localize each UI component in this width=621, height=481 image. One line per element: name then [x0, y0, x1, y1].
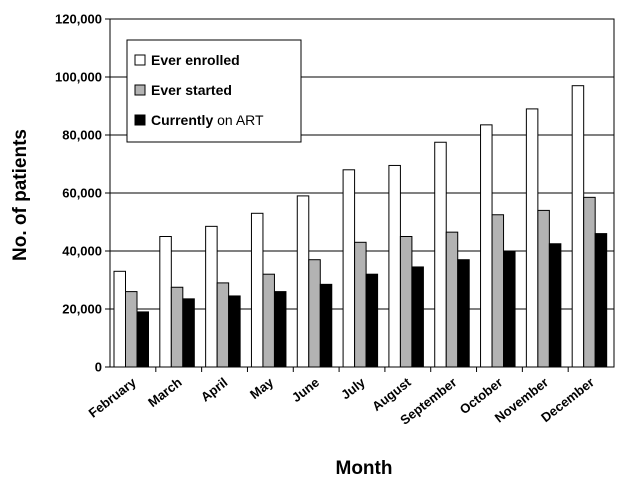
- bar-ever-enrolled: [205, 225, 218, 368]
- legend-label-normal: on ART: [213, 112, 264, 128]
- x-tick-label: February: [86, 374, 140, 421]
- bar-ever-enrolled: [113, 270, 126, 368]
- y-tick-label: 100,000: [55, 70, 102, 85]
- bar-ever-started: [537, 209, 550, 368]
- legend-swatch: [134, 54, 146, 66]
- legend-label: Ever started: [151, 82, 232, 98]
- bar-currently-on-art: [228, 295, 241, 368]
- x-tick-label: July: [338, 374, 368, 402]
- bar-currently-on-art: [273, 291, 287, 368]
- bar-ever-enrolled: [159, 236, 172, 368]
- bar-ever-enrolled: [296, 195, 310, 368]
- legend: Ever enrolled Ever started Currently on AR…: [126, 39, 302, 143]
- legend-label-bold: Ever started: [151, 82, 232, 98]
- bar-ever-enrolled: [250, 212, 264, 368]
- bar-ever-started: [262, 273, 275, 368]
- bar-ever-started: [308, 259, 321, 368]
- bar-ever-started: [170, 286, 184, 368]
- bar-ever-enrolled: [480, 124, 493, 368]
- bar-ever-enrolled: [434, 141, 447, 368]
- bar-ever-enrolled: [571, 85, 585, 368]
- x-tick-label: June: [289, 375, 322, 406]
- bar-ever-started: [491, 214, 505, 368]
- bar-ever-started: [216, 282, 230, 368]
- y-tick-label: 20,000: [62, 302, 102, 317]
- bar-currently-on-art: [594, 233, 608, 368]
- y-axis-title: No. of patients: [10, 129, 31, 261]
- x-tick-label: March: [145, 375, 184, 410]
- legend-swatch: [134, 114, 146, 126]
- legend-label: Currently on ART: [151, 112, 264, 128]
- x-tick-label: April: [198, 375, 231, 405]
- y-tick-label: 0: [95, 360, 102, 375]
- x-tick-labels: February March April May June July AugustSepte…: [86, 374, 597, 428]
- y-tick-label: 40,000: [62, 244, 102, 259]
- bar-ever-enrolled: [388, 164, 401, 368]
- y-tick-label: 120,000: [55, 12, 102, 27]
- bar-ever-started: [445, 231, 459, 368]
- bar-ever-enrolled: [525, 108, 539, 368]
- bar-currently-on-art: [319, 283, 333, 368]
- x-axis-title: Month: [336, 458, 393, 479]
- legend-swatch: [134, 84, 146, 96]
- plot-border: [109, 18, 615, 368]
- bar-currently-on-art: [411, 266, 424, 368]
- bar-currently-on-art: [182, 298, 195, 368]
- legend-label-bold: Currently: [151, 112, 213, 128]
- x-tick-label: May: [247, 374, 277, 402]
- legend-label: Ever enrolled: [151, 52, 240, 68]
- bar-ever-enrolled: [342, 169, 356, 368]
- bar-ever-started: [583, 196, 596, 368]
- legend-box: [126, 39, 302, 143]
- bar-currently-on-art: [136, 311, 149, 368]
- bar-currently-on-art: [457, 259, 470, 368]
- bar-currently-on-art: [503, 250, 516, 368]
- bar-currently-on-art: [365, 273, 379, 368]
- y-tick-labels: 0 20,000 40,000 60,000 80,000 100,000 120,000: [55, 12, 102, 375]
- y-tick-label: 80,000: [62, 128, 102, 143]
- bar-currently-on-art: [548, 243, 562, 368]
- axes: [105, 18, 615, 372]
- legend-label-bold: Ever enrolled: [151, 52, 240, 68]
- bar-ever-started: [125, 291, 138, 368]
- bar-ever-started: [354, 241, 367, 368]
- y-tick-label: 60,000: [62, 186, 102, 201]
- bar-ever-started: [399, 236, 413, 368]
